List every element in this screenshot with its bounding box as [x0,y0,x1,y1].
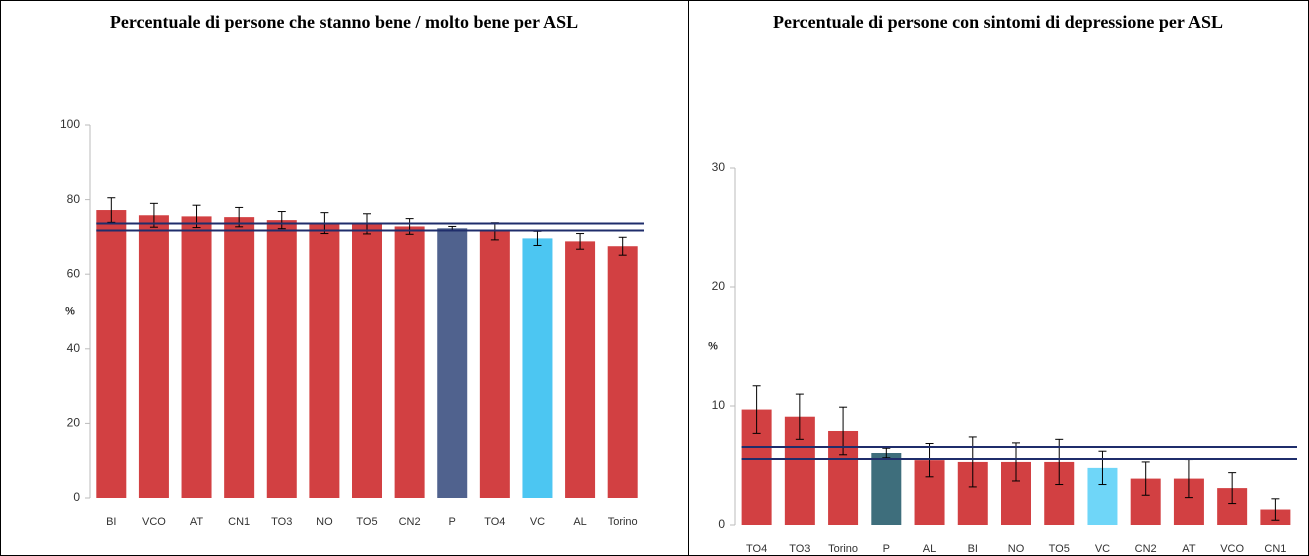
x-tick-label: NO [1008,543,1025,555]
y-tick-label: 40 [67,341,81,355]
bar [224,217,255,499]
x-tick-label: TO4 [746,543,767,555]
chart-title: Percentuale di persone che stanno bene /… [109,12,579,32]
x-tick-label: TO3 [789,543,810,555]
x-tick-label: AT [190,516,204,528]
y-tick-label: 60 [67,266,81,280]
chart-title: Percentuale di persone con sintomi di de… [772,12,1224,32]
y-tick-label: 0 [718,517,725,531]
x-tick-label: TO5 [1049,543,1070,555]
x-tick-label: AL [923,543,936,555]
x-tick-label: P [449,516,456,528]
x-tick-label: AL [573,516,586,528]
x-tick-label: TO4 [484,516,505,528]
bar [309,223,340,498]
bar [266,220,297,499]
x-tick-label: CN1 [228,516,250,528]
x-tick-label: Torino [828,543,858,555]
x-tick-label: CN2 [1135,543,1157,555]
x-tick-label: BI [106,516,116,528]
x-tick-label: NO [316,516,333,528]
y-tick-label: 80 [67,192,81,206]
y-axis-label: % [708,340,718,352]
bar [565,241,596,498]
x-tick-label: AT [1182,543,1196,555]
bar [522,238,553,498]
y-tick-label: 20 [67,416,81,430]
x-tick-label: BI [968,543,978,555]
bar [437,228,468,499]
bar [138,215,169,499]
bar [394,226,425,498]
x-tick-label: VC [530,516,545,528]
bar [871,453,902,525]
bar [352,223,382,498]
bar [607,246,638,498]
x-tick-label: CN1 [1264,543,1286,555]
bar [96,210,127,498]
x-tick-label: P [883,543,890,555]
x-tick-label: TO3 [271,516,292,528]
y-tick-label: 100 [60,117,80,131]
y-tick-label: 20 [712,279,726,293]
y-tick-label: 0 [73,490,80,504]
y-tick-label: 30 [712,160,726,174]
x-tick-label: VC [1095,543,1110,555]
y-axis-label: % [65,305,75,317]
x-tick-label: VCO [1220,543,1244,555]
bar [479,231,510,498]
x-tick-label: Torino [608,516,638,528]
x-tick-label: CN2 [399,516,421,528]
y-tick-label: 10 [712,398,726,412]
x-tick-label: TO5 [356,516,377,528]
x-tick-label: VCO [142,516,166,528]
bar [181,216,212,498]
